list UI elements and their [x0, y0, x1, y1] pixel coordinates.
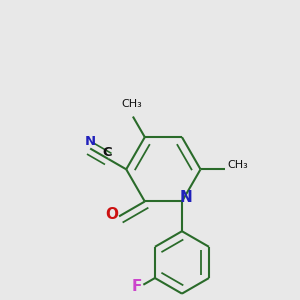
Text: C: C	[103, 146, 112, 159]
Text: O: O	[105, 207, 118, 222]
Text: N: N	[179, 190, 192, 206]
Text: N: N	[85, 136, 96, 148]
Text: CH₃: CH₃	[121, 99, 142, 109]
Text: F: F	[132, 279, 142, 294]
Text: CH₃: CH₃	[227, 160, 248, 170]
